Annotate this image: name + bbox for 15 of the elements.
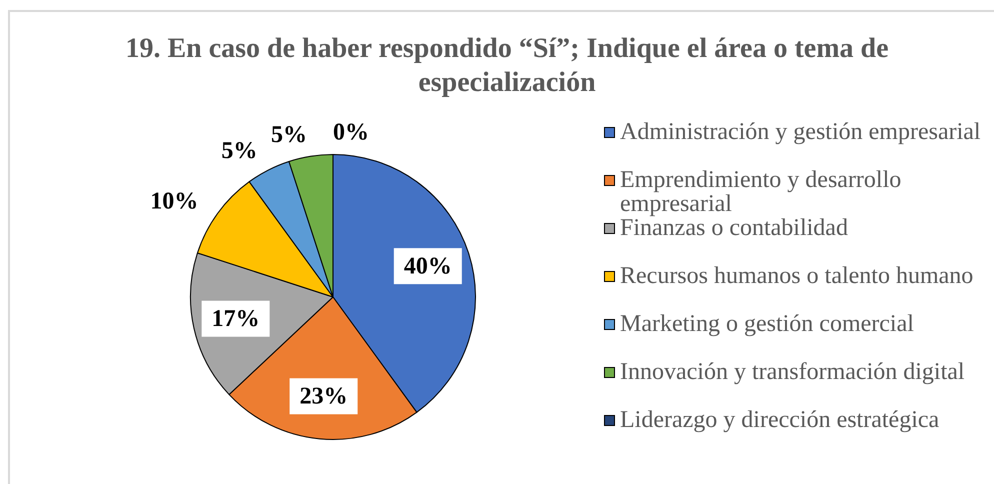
data-label: 40% [404,253,452,280]
text: 0% [333,120,369,146]
legend-label: Recursos humanos o talento humano [620,263,974,289]
data-label: 5% [270,122,307,148]
legend-label: Marketing o gestión comercial [620,311,914,337]
data-label: 23% [300,384,348,410]
data-label: 5% [221,138,258,164]
legend-label: Administración y gestión empresarial [620,119,981,145]
data-label: 10% [150,188,198,214]
legend-label: Innovación y transformación digital [620,359,965,385]
chart-title: 19. En caso de haber respondido “Sí”; Indique el área o tema de especialización [124,32,890,100]
data-label: 17% [212,306,260,332]
legend-label: Finanzas o contabilidad [620,215,848,241]
legend-label: Liderazgo y dirección estratégica [620,407,940,433]
legend-label: Emprendimiento y desarrollo empresarial [620,167,902,217]
